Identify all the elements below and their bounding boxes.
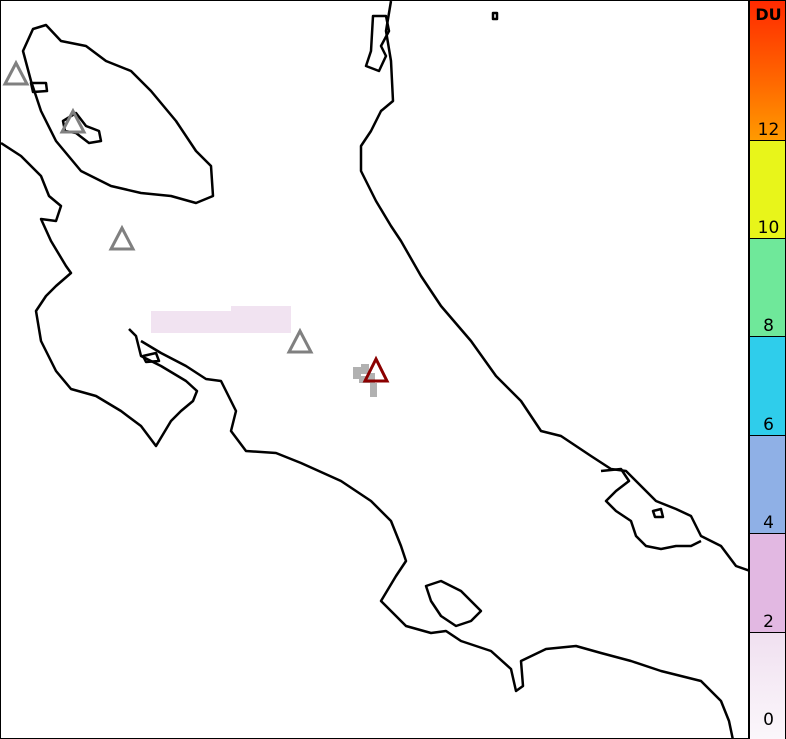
colorbar-tick-label: 8 bbox=[763, 316, 774, 337]
small-islet bbox=[491, 11, 499, 21]
volcano-markers bbox=[2, 59, 390, 383]
colorbar-bin bbox=[750, 533, 785, 632]
volcano-inactive-icon bbox=[59, 107, 87, 134]
map-panel bbox=[0, 0, 751, 739]
colorbar: DU 0 2 4 6 8 10 12 bbox=[749, 0, 786, 739]
colorbar-tick bbox=[750, 336, 786, 338]
island bbox=[29, 81, 49, 94]
colorbar-tick bbox=[750, 631, 786, 633]
caribbean-coast bbox=[359, 0, 751, 573]
colorbar-tick bbox=[750, 238, 786, 239]
nicoya-gulf-east bbox=[140, 339, 735, 739]
colorbar-bin bbox=[750, 1, 785, 140]
bay-islands bbox=[600, 467, 702, 551]
colorbar-tick bbox=[750, 139, 786, 141]
so2-plume bbox=[353, 364, 377, 397]
mainland-west bbox=[0, 141, 199, 448]
map-svg bbox=[0, 0, 751, 739]
volcano-inactive-icon bbox=[286, 327, 314, 354]
colorbar-tick-label: 0 bbox=[763, 710, 774, 730]
colorbar-tick bbox=[750, 434, 786, 436]
colorbar-tick bbox=[750, 533, 786, 535]
inner-islet bbox=[141, 351, 161, 364]
colorbar-bin bbox=[750, 434, 785, 534]
nicoya-gulf-peninsula-north bbox=[21, 23, 215, 205]
north-island bbox=[364, 14, 391, 73]
colorbar-tick-label: 6 bbox=[763, 414, 774, 435]
colorbar-tick-label: 10 bbox=[757, 218, 780, 238]
colorbar-tick-label: 12 bbox=[757, 119, 780, 140]
coastline bbox=[0, 0, 751, 739]
colorbar-bin bbox=[750, 139, 785, 238]
osa-peninsula bbox=[424, 579, 483, 628]
colorbar-bin bbox=[750, 631, 785, 739]
colorbar-bin bbox=[750, 336, 785, 435]
volcano-inactive-icon bbox=[2, 59, 30, 86]
colorbar-tick-label: 2 bbox=[763, 611, 774, 632]
colorbar-tick-label: 4 bbox=[763, 513, 774, 534]
colorbar-bin bbox=[750, 238, 785, 337]
faint-plume bbox=[151, 306, 291, 333]
volcano-active-icon bbox=[362, 355, 390, 383]
small-island bbox=[651, 507, 665, 519]
colorbar-unit-label: DU bbox=[755, 5, 782, 24]
volcano-inactive-icon bbox=[108, 224, 136, 251]
